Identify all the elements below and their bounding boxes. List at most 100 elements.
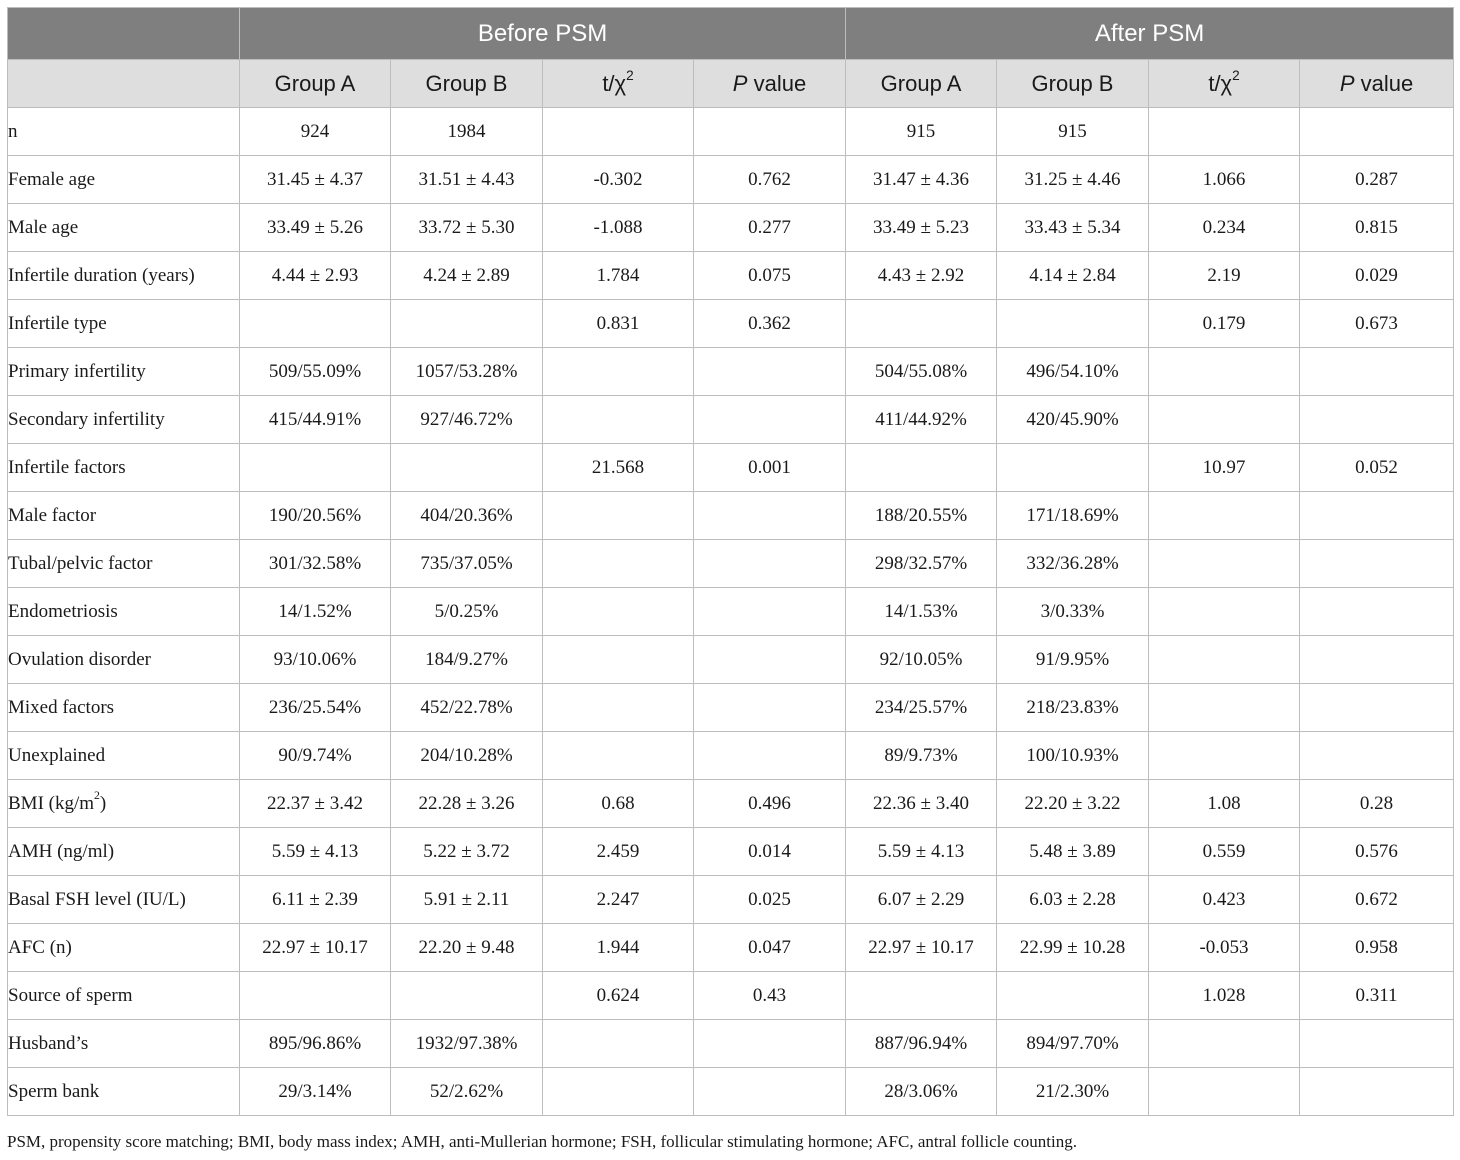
row-label-text: Female age: [8, 168, 96, 190]
row-label: Ovulation disorder: [7, 635, 240, 684]
table-cell: 0.234: [1148, 203, 1301, 252]
before-group-b-header: Group B: [390, 59, 543, 108]
row-label: AFC (n): [7, 923, 240, 972]
after-p-value-header: P value: [1299, 59, 1455, 108]
table-cell: 22.28 ± 3.26: [390, 779, 543, 828]
table-cell: [542, 347, 694, 396]
table-cell: 33.49 ± 5.26: [239, 203, 391, 252]
after-group-b-header: Group B: [996, 59, 1150, 108]
column-header-corner-cell: [7, 59, 240, 108]
table-cell: 31.25 ± 4.46: [996, 155, 1150, 204]
after-psm-header: After PSM: [845, 7, 1455, 60]
row-label: Sperm bank: [7, 1067, 240, 1116]
table-cell: [1148, 1019, 1301, 1068]
table-cell: [1148, 491, 1301, 540]
table-cell: 895/96.86%: [239, 1019, 391, 1068]
table-cell: 93/10.06%: [239, 635, 391, 684]
table-cell: 6.07 ± 2.29: [845, 875, 998, 924]
table-cell: 1.08: [1148, 779, 1301, 828]
table-cell: 0.014: [692, 827, 847, 876]
table-cell: 0.496: [692, 779, 847, 828]
table-cell: 22.20 ± 9.48: [390, 923, 543, 972]
row-label-text: Male factor: [8, 504, 97, 526]
row-label-text: Male age: [8, 216, 79, 238]
row-label: Infertile factors: [7, 443, 240, 492]
table-row: AMH (ng/ml) 5.59 ± 4.13 5.22 ± 3.72 2.459 0.…: [7, 827, 1455, 876]
table-row: Source of sperm 0.624 0.43 1.028 0.311: [7, 971, 1455, 1020]
table-cell: [692, 587, 847, 636]
row-label-text: Sperm bank: [8, 1080, 100, 1102]
table-row: Ovulation disorder 93/10.06% 184/9.27% 92/1…: [7, 635, 1455, 684]
table-cell: 52/2.62%: [390, 1067, 543, 1116]
row-label-text: Mixed factors: [8, 696, 115, 718]
table-row: Male factor 190/20.56% 404/20.36% 188/20.55…: [7, 491, 1455, 540]
table-cell: [1299, 635, 1455, 684]
table-cell: 4.24 ± 2.89: [390, 251, 543, 300]
table-cell: 1932/97.38%: [390, 1019, 543, 1068]
table-cell: 91/9.95%: [996, 635, 1150, 684]
row-label-text: Endometriosis: [8, 600, 118, 622]
table-cell: 90/9.74%: [239, 731, 391, 780]
table-cell: 5.22 ± 3.72: [390, 827, 543, 876]
stat-label: t/χ: [1208, 70, 1233, 96]
table-cell: 0.075: [692, 251, 847, 300]
table-cell: 5.91 ± 2.11: [390, 875, 543, 924]
table-cell: -1.088: [542, 203, 694, 252]
table-cell: 22.37 ± 3.42: [239, 779, 391, 828]
row-label-text: AFC (n): [8, 936, 72, 958]
table-cell: 14/1.52%: [239, 587, 391, 636]
column-header-row: Group A Group B t/χ2 P value Group A Gro…: [7, 59, 1455, 108]
table-cell: 915: [845, 107, 998, 156]
table-cell: 0.179: [1148, 299, 1301, 348]
table-row: Mixed factors 236/25.54% 452/22.78% 234/25.…: [7, 683, 1455, 732]
table-cell: [996, 299, 1150, 348]
table-cell: [845, 299, 998, 348]
table-row: Male age 33.49 ± 5.26 33.72 ± 5.30 -1.088 0.…: [7, 203, 1455, 252]
table-cell: 21/2.30%: [996, 1067, 1150, 1116]
row-label-text: Husband’s: [8, 1032, 89, 1054]
table-row: Unexplained 90/9.74% 204/10.28% 89/9.73% 100…: [7, 731, 1455, 780]
table-cell: [1299, 1019, 1455, 1068]
table-cell: 0.362: [692, 299, 847, 348]
row-label: Infertile type: [7, 299, 240, 348]
table-cell: 496/54.10%: [996, 347, 1150, 396]
table-cell: 33.72 ± 5.30: [390, 203, 543, 252]
table-cell: 21.568: [542, 443, 694, 492]
table-cell: 1.028: [1148, 971, 1301, 1020]
table-cell: [1148, 395, 1301, 444]
table-cell: [1299, 1067, 1455, 1116]
table-cell: 2.19: [1148, 251, 1301, 300]
table-cell: [692, 491, 847, 540]
row-label-text: Ovulation disorder: [8, 648, 152, 670]
table-cell: 218/23.83%: [996, 683, 1150, 732]
before-psm-header: Before PSM: [238, 7, 847, 60]
table-cell: [542, 491, 694, 540]
before-p-value-header: P value: [692, 59, 847, 108]
table-cell: 22.20 ± 3.22: [996, 779, 1150, 828]
table-cell: [1299, 347, 1455, 396]
table-cell: [692, 539, 847, 588]
table-cell: 0.029: [1299, 251, 1455, 300]
table-row: Infertile duration (years) 4.44 ± 2.93 4.2…: [7, 251, 1455, 300]
row-label-text: Unexplained: [8, 744, 106, 766]
table-cell: [692, 731, 847, 780]
table-cell: -0.302: [542, 155, 694, 204]
table-cell: 5.59 ± 4.13: [239, 827, 391, 876]
table-cell: [542, 1019, 694, 1068]
table-cell: [996, 443, 1150, 492]
row-label: BMI (kg/m2): [7, 779, 240, 828]
row-label: Source of sperm: [7, 971, 240, 1020]
row-label-text: Infertile factors: [8, 456, 126, 478]
table-footnote: PSM, propensity score matching; BMI, bod…: [7, 1132, 1077, 1151]
table-cell: 0.311: [1299, 971, 1455, 1020]
stat-label: t/χ: [602, 70, 627, 96]
row-label-text: Basal FSH level (IU/L): [8, 888, 186, 910]
table-cell: 332/36.28%: [996, 539, 1150, 588]
table-cell: 1.784: [542, 251, 694, 300]
table-row: AFC (n) 22.97 ± 10.17 22.20 ± 9.48 1.944 0.0…: [7, 923, 1455, 972]
table-row: Infertile factors 21.568 0.001 10.97 0.052: [7, 443, 1455, 492]
table-cell: 415/44.91%: [239, 395, 391, 444]
table-cell: 188/20.55%: [845, 491, 998, 540]
table-cell: 504/55.08%: [845, 347, 998, 396]
table-cell: 0.287: [1299, 155, 1455, 204]
